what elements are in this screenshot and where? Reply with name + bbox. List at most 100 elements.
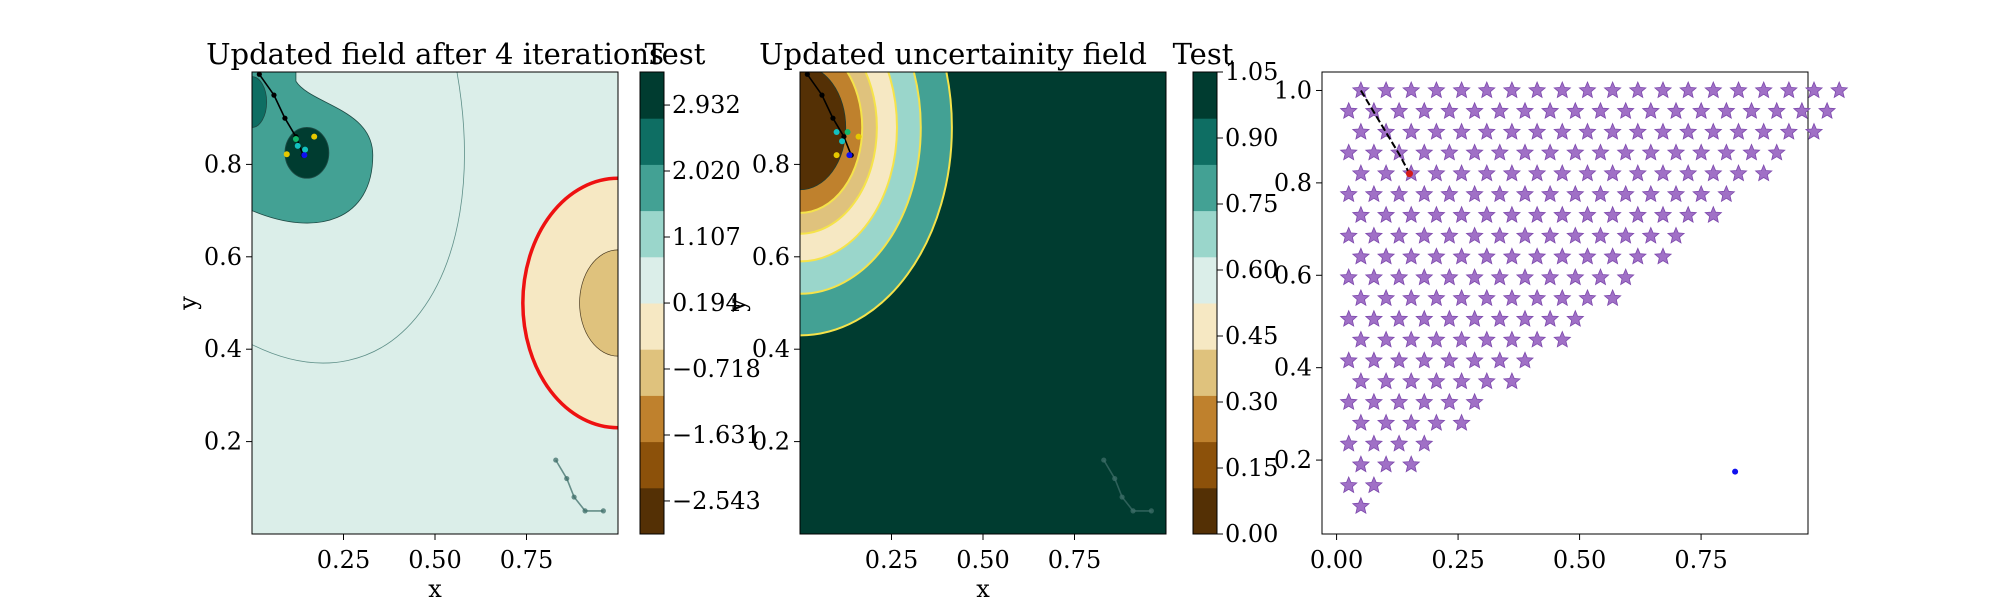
grid-star [1603, 205, 1622, 223]
agent-path-point [282, 115, 288, 121]
grid-star [1553, 247, 1572, 265]
grid-star [1465, 268, 1484, 286]
grid-star [1754, 164, 1773, 182]
grid-star [1717, 143, 1736, 161]
grid-star [1528, 247, 1547, 265]
sample-point-yellow [855, 133, 862, 140]
colorbar-tick-label: 1.05 [1225, 58, 1278, 86]
faded-path-point [571, 494, 577, 500]
y-tick-label: 0.4 [204, 335, 242, 363]
grid-star [1402, 205, 1421, 223]
y-tick-label: 0.8 [204, 150, 242, 178]
grid-extra-point [1732, 468, 1739, 475]
grid-star [1351, 205, 1370, 223]
panel-uncertainty-x-label: x [976, 575, 990, 600]
faded-path-point [1112, 475, 1118, 482]
grid-star [1339, 309, 1358, 327]
colorbar-band [640, 487, 664, 535]
panel-uncertainty: Updated uncertainity field 0.25 0.50 0.75 … [723, 37, 1278, 600]
y-tick-label: 0.6 [204, 243, 242, 271]
panel-field-y-label: y [174, 296, 202, 311]
grid-star [1653, 205, 1673, 223]
agent-path-point [256, 72, 262, 77]
uncertainty-contour-fill [800, 72, 1166, 534]
grid-star [1452, 288, 1471, 307]
grid-star [1653, 80, 1673, 99]
sample-point-green [292, 135, 299, 142]
grid-star [1377, 247, 1396, 265]
grid-star [1603, 164, 1622, 182]
grid-star [1452, 205, 1471, 223]
grid-star [1377, 80, 1396, 99]
grid-star [1339, 143, 1358, 161]
grid-star [1390, 392, 1409, 411]
grid-star [1402, 122, 1421, 140]
grid-star [1415, 351, 1434, 369]
grid-star [1427, 247, 1446, 265]
field-contour-fill [252, 72, 618, 534]
grid-path [1360, 89, 1411, 175]
grid-star [1390, 101, 1409, 119]
grid-star [1427, 122, 1446, 140]
grid-star [1364, 268, 1383, 286]
colorbar-uncertainty: 1.05 0.90 0.75 0.60 0.45 0.30 0.15 0.00 [1192, 58, 1278, 548]
grid-star [1465, 226, 1484, 244]
grid-star [1490, 101, 1509, 119]
x-tick-label: 0.25 [317, 546, 370, 574]
grid-star [1364, 392, 1383, 411]
grid-star [1578, 122, 1597, 140]
grid-star [1415, 309, 1434, 327]
faded-path-point [1130, 508, 1136, 514]
grid-star [1390, 143, 1409, 161]
grid-star [1415, 434, 1434, 452]
grid-star [1804, 122, 1824, 140]
grid-star [1541, 184, 1560, 203]
grid-star [1566, 268, 1585, 286]
agent-path-point [271, 92, 277, 98]
grid-star [1402, 330, 1421, 348]
colorbar-field-label: Test [645, 37, 706, 71]
sample-grid-overlay [1360, 89, 1739, 475]
grid-star [1351, 330, 1371, 348]
grid-star [1477, 330, 1496, 348]
grid-star [1415, 184, 1434, 203]
grid-star [1578, 205, 1597, 223]
panel-field-y-ticks: 0.2 0.4 0.6 0.8 [204, 150, 252, 456]
grid-star [1653, 247, 1673, 265]
grid-star [1427, 80, 1446, 99]
grid-star [1465, 351, 1484, 369]
grid-star [1515, 101, 1534, 119]
grid-star [1440, 309, 1459, 327]
grid-star [1704, 122, 1723, 140]
grid-star [1339, 475, 1358, 494]
grid-star [1427, 413, 1446, 431]
faded-path-point [564, 475, 570, 482]
grid-star [1616, 143, 1635, 161]
grid-star [1666, 184, 1686, 203]
grid-star [1351, 80, 1370, 99]
faded-path-point [1119, 494, 1125, 500]
grid-star [1704, 205, 1723, 223]
grid-star [1729, 122, 1748, 140]
sample-point-yellow [311, 133, 318, 140]
x-tick-label: 0.50 [408, 546, 461, 574]
x-tick-label: 0.25 [865, 546, 918, 574]
grid-star [1528, 164, 1547, 182]
colorbar-band [1193, 395, 1217, 443]
colorbar-uncertainty-label: Test [1173, 37, 1234, 71]
grid-star [1390, 184, 1409, 203]
field-region-peak [284, 127, 330, 179]
agent-path-point [841, 134, 847, 140]
grid-star [1440, 268, 1459, 286]
colorbar-tick-label: 0.60 [1225, 256, 1278, 284]
sample-grid-stars [1339, 80, 1849, 515]
faded-path-point [1148, 508, 1154, 514]
grid-star [1440, 351, 1459, 369]
grid-star [1364, 351, 1384, 369]
grid-star [1339, 392, 1358, 411]
grid-star [1515, 184, 1534, 203]
grid-star [1477, 371, 1496, 390]
grid-star [1402, 80, 1421, 99]
grid-star [1515, 143, 1534, 161]
